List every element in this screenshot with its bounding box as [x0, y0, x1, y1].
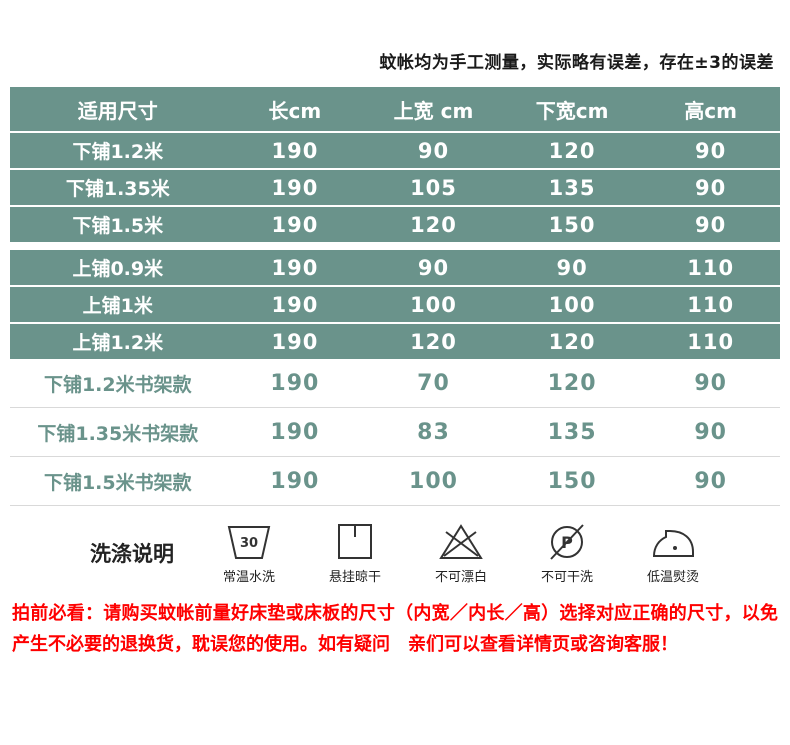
row-value: 150	[548, 212, 596, 237]
row-name: 下铺1.2米	[72, 141, 164, 163]
washing-item-label: 不可漂白	[434, 570, 487, 585]
header-length: 长cm	[268, 98, 322, 123]
washing-item-label: 常温水洗	[222, 570, 275, 585]
measurement-note: 蚊帐均为手工测量，实际略有误差，存在±3的误差	[379, 53, 774, 73]
row-value: 120	[548, 329, 596, 354]
row-value: 190	[271, 138, 319, 163]
table-row: 上铺1米 190 100 100 110	[10, 287, 780, 322]
no-bleach-icon	[437, 520, 485, 562]
header-top-width: 上宽 cm	[393, 98, 474, 123]
row-value: 90	[695, 175, 727, 200]
row-value: 190	[271, 212, 319, 237]
row-value: 100	[410, 292, 457, 317]
row-value: 150	[547, 468, 597, 494]
table-row: 下铺1.35米书架款 190 83 135 90	[10, 408, 780, 457]
washing-item-label: 不可干洗	[540, 570, 593, 585]
warning-text: 请购买蚊帐前量好床垫或床板的尺寸（内宽／内长／高）选择对应正确的尺寸，以免产生不…	[12, 603, 779, 655]
row-name: 下铺1.5米	[72, 215, 164, 237]
row-value: 100	[548, 292, 596, 317]
table-row: 下铺1.2米 190 90 120 90	[10, 133, 780, 168]
row-name: 上铺1.2米	[72, 332, 164, 354]
row-value: 90	[694, 468, 727, 494]
row-value: 120	[547, 370, 597, 396]
row-value: 110	[687, 255, 735, 280]
no-dryclean-icon: P	[543, 520, 591, 562]
header-bottom-width: 下宽cm	[535, 98, 609, 123]
washing-item-normal-wash: 30 常温水洗	[216, 520, 282, 585]
row-name: 下铺1.35米	[65, 178, 170, 200]
table-row: 下铺1.2米书架款 190 70 120 90	[10, 359, 780, 408]
row-value: 90	[695, 138, 727, 163]
washing-item-hang-dry: 悬挂晾干	[322, 520, 388, 585]
row-value: 110	[687, 292, 735, 317]
washing-item-label: 低温熨烫	[646, 570, 699, 585]
row-name: 下铺1.35米书架款	[37, 422, 199, 445]
table-row: 上铺0.9米 190 90 90 110	[10, 250, 780, 285]
row-value: 83	[417, 419, 450, 445]
row-value: 90	[694, 370, 727, 396]
table-row: 下铺1.35米 190 105 135 90	[10, 170, 780, 205]
row-value: 190	[270, 468, 320, 494]
table-row: 上铺1.2米 190 120 120 110	[10, 324, 780, 359]
row-value: 105	[410, 175, 457, 200]
row-value: 90	[556, 255, 588, 280]
row-value: 190	[271, 329, 319, 354]
size-table: 适用尺寸 长cm 上宽 cm 下宽cm 高cm 下铺1.2米 190 90 12…	[10, 87, 780, 506]
row-value: 120	[410, 212, 457, 237]
row-value: 190	[270, 370, 320, 396]
row-name: 上铺0.9米	[72, 258, 164, 280]
washing-title: 洗涤说明	[90, 541, 174, 566]
svg-text:30: 30	[240, 536, 258, 551]
washing-item-no-dryclean: P 不可干洗	[534, 520, 600, 585]
washing-item-no-bleach: 不可漂白	[428, 520, 494, 585]
iron-low-icon	[649, 520, 697, 562]
washing-icon-list: 30 常温水洗 悬挂晾干	[216, 520, 706, 585]
purchase-warning: 拍前必看：请购买蚊帐前量好床垫或床板的尺寸（内宽／内长／高）选择对应正确的尺寸，…	[12, 599, 778, 660]
row-value: 190	[271, 292, 319, 317]
row-value: 190	[270, 419, 320, 445]
row-value: 135	[548, 175, 596, 200]
row-value: 90	[417, 138, 450, 163]
warning-prefix: 拍前必看：	[12, 603, 104, 624]
table-row: 下铺1.5米 190 120 150 90	[10, 207, 780, 242]
row-value: 90	[417, 255, 450, 280]
hang-dry-icon	[331, 520, 379, 562]
row-value: 190	[271, 255, 319, 280]
washing-item-label: 悬挂晾干	[328, 570, 381, 585]
row-value: 110	[687, 329, 735, 354]
table-header-row: 适用尺寸 长cm 上宽 cm 下宽cm 高cm	[10, 87, 780, 131]
washing-item-iron-low: 低温熨烫	[640, 520, 706, 585]
header-size: 适用尺寸	[77, 98, 158, 123]
row-value: 100	[409, 468, 458, 494]
wash-30-icon: 30	[225, 520, 273, 562]
row-value: 70	[417, 370, 450, 396]
table-row: 下铺1.5米书架款 190 100 150 90	[10, 457, 780, 506]
row-name: 下铺1.5米书架款	[43, 471, 192, 494]
row-value: 190	[271, 175, 319, 200]
row-value: 90	[695, 212, 727, 237]
row-value: 90	[694, 419, 727, 445]
row-value: 135	[547, 419, 597, 445]
header-height: 高cm	[684, 98, 738, 123]
row-value: 120	[410, 329, 457, 354]
washing-instructions: 洗涤说明 30 常温水洗 悬挂晾干	[90, 520, 790, 585]
row-name: 下铺1.2米书架款	[43, 373, 192, 396]
row-value: 120	[548, 138, 596, 163]
row-name: 上铺1米	[82, 295, 153, 317]
